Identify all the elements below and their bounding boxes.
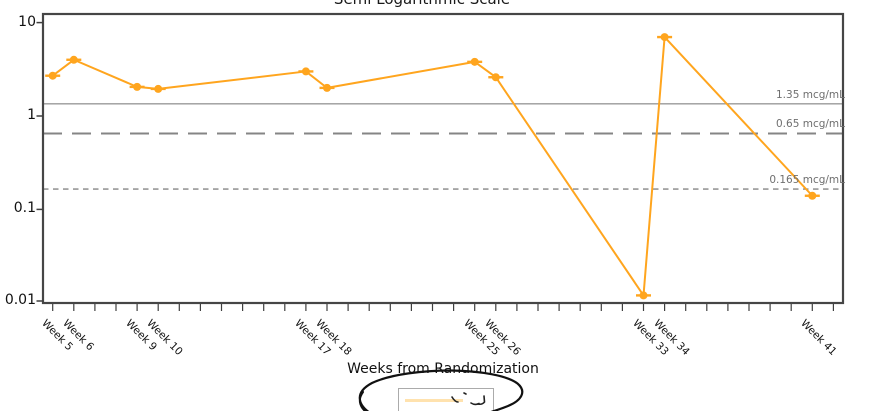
y-tick-label: 0.1 bbox=[13, 200, 36, 217]
reference-line-label: 1.35 mcg/mL bbox=[776, 88, 845, 101]
legend bbox=[398, 388, 494, 411]
legend-series-swatch bbox=[405, 399, 463, 402]
y-tick-label: 0.01 bbox=[4, 292, 36, 308]
chart-title: Semi Logarithmic Scale bbox=[0, 0, 844, 8]
y-tick-label: 10 bbox=[18, 13, 36, 30]
reference-line-label: 0.165 mcg/mL bbox=[769, 174, 845, 187]
reference-line-label: 0.65 mcg/mL bbox=[776, 118, 845, 131]
legend-text-fragments bbox=[451, 392, 486, 406]
y-tick-label: 1 bbox=[27, 107, 36, 123]
